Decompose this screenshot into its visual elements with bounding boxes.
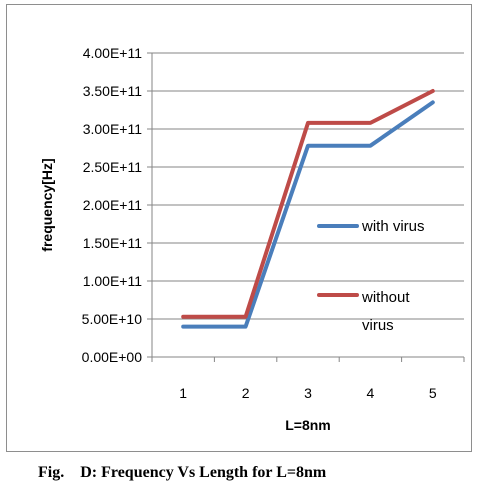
axes — [147, 52, 465, 362]
series-line-with-virus — [181, 100, 435, 329]
series-lines — [181, 89, 435, 329]
y-tick-label: 1.50E+11 — [83, 235, 143, 251]
y-tick-label: 0.00E+00 — [82, 349, 143, 365]
x-tick-labels: 1 2 3 4 5 — [179, 385, 437, 401]
x-tick-label: 3 — [304, 385, 312, 401]
line-chart: 0.00E+00 5.00E+10 1.00E+11 1.50E+11 2.00E+11… — [39, 45, 465, 433]
y-tick-label: 1.00E+11 — [83, 273, 143, 289]
legend-label: without virus — [361, 289, 410, 334]
series-line-without-virus — [181, 89, 435, 319]
chart-frame — [6, 4, 472, 452]
legend: with virus without virus — [317, 218, 425, 334]
grid-lines — [152, 52, 464, 320]
x-axis-title: L=8nm — [285, 417, 331, 433]
y-tick-label: 4.00E+11 — [83, 45, 143, 61]
legend-label: with virus — [361, 218, 425, 235]
y-tick-label: 3.50E+11 — [83, 83, 143, 99]
y-tick-label: 5.00E+10 — [82, 311, 143, 327]
y-tick-label: 2.50E+11 — [83, 159, 143, 175]
y-tick-label: 2.00E+11 — [83, 197, 143, 213]
x-tick-label: 4 — [367, 385, 375, 401]
x-tick-label: 5 — [429, 385, 437, 401]
figure-caption: Fig. D: Frequency Vs Length for L=8nm — [38, 464, 327, 481]
x-tick-label: 1 — [179, 385, 187, 401]
y-axis-title: frequency[Hz] — [39, 158, 55, 251]
y-tick-labels: 0.00E+00 5.00E+10 1.00E+11 1.50E+11 2.00E+11… — [82, 45, 143, 365]
x-tick-label: 2 — [242, 385, 250, 401]
y-tick-label: 3.00E+11 — [83, 121, 143, 137]
